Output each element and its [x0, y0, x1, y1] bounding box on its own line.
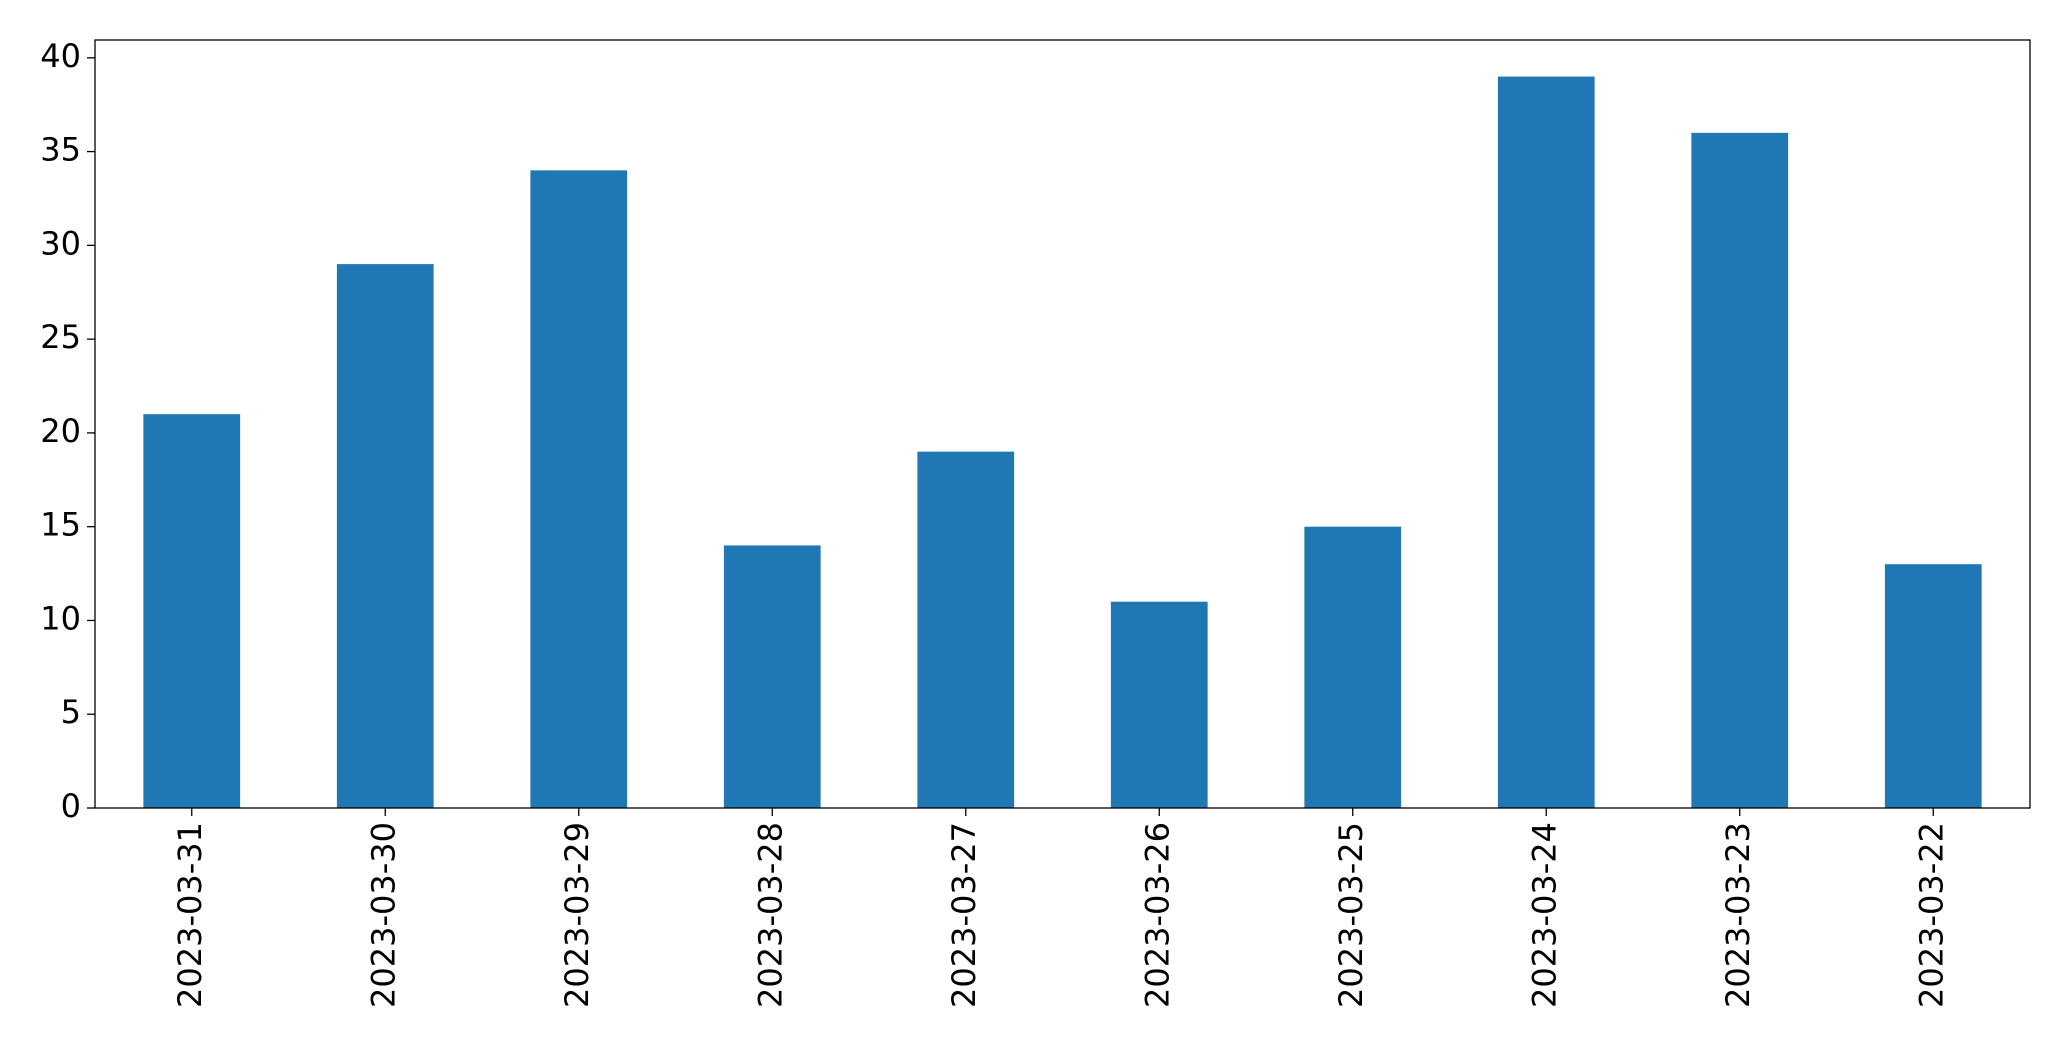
y-tick-label: 30	[40, 224, 81, 262]
y-tick-label: 20	[40, 412, 81, 450]
x-tick-label: 2023-03-23	[1719, 822, 1757, 1008]
bar	[1884, 564, 1982, 808]
bar	[1691, 132, 1789, 809]
x-tick-label: 2023-03-27	[945, 822, 983, 1008]
x-tick-label: 2023-03-22	[1912, 822, 1950, 1008]
plot-frame	[94, 39, 2031, 809]
y-tick-label: 35	[40, 131, 81, 169]
y-tick-label: 40	[40, 37, 81, 75]
bar	[530, 170, 628, 808]
bar	[336, 264, 434, 809]
x-tick-label: 2023-03-30	[364, 822, 402, 1008]
y-tick-label: 0	[61, 787, 81, 825]
x-tick-label: 2023-03-26	[1138, 822, 1176, 1008]
x-tick-label: 2023-03-29	[558, 822, 596, 1008]
x-tick-label: 2023-03-31	[171, 822, 209, 1008]
bar	[723, 545, 821, 808]
y-tick-label: 15	[40, 506, 81, 544]
x-tick-label: 2023-03-25	[1332, 822, 1370, 1008]
y-tick-label: 5	[61, 693, 81, 731]
y-tick-label: 25	[40, 318, 81, 356]
y-tick-label: 10	[40, 599, 81, 637]
bar	[917, 451, 1015, 808]
bar	[1304, 526, 1402, 808]
x-tick-label: 2023-03-24	[1525, 822, 1563, 1008]
bar	[143, 414, 241, 808]
bar	[1110, 601, 1208, 808]
bar	[1497, 76, 1595, 809]
x-tick-label: 2023-03-28	[751, 822, 789, 1008]
